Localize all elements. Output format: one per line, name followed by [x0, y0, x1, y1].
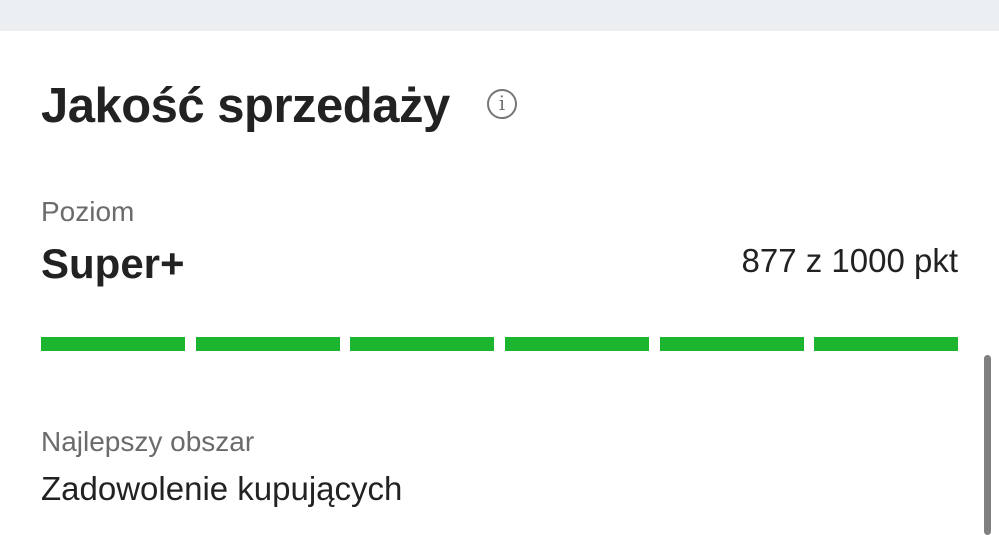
- best-area-value: Zadowolenie kupujących: [41, 470, 403, 507]
- progress-segment: [814, 337, 958, 351]
- progress-segment: [41, 337, 185, 351]
- level-value: Super+: [41, 240, 185, 287]
- scrollbar[interactable]: [984, 355, 991, 535]
- progress-segment: [196, 337, 340, 351]
- progress-segment: [660, 337, 804, 351]
- level-label: Poziom: [41, 196, 135, 227]
- info-icon[interactable]: i: [487, 89, 517, 119]
- progress-segment: [505, 337, 649, 351]
- page-title: Jakość sprzedaży: [41, 79, 450, 133]
- best-area-label: Najlepszy obszar: [41, 426, 255, 457]
- progress-segment: [350, 337, 494, 351]
- points-value: 877 z 1000 pkt: [741, 242, 959, 279]
- top-bar: [0, 0, 999, 31]
